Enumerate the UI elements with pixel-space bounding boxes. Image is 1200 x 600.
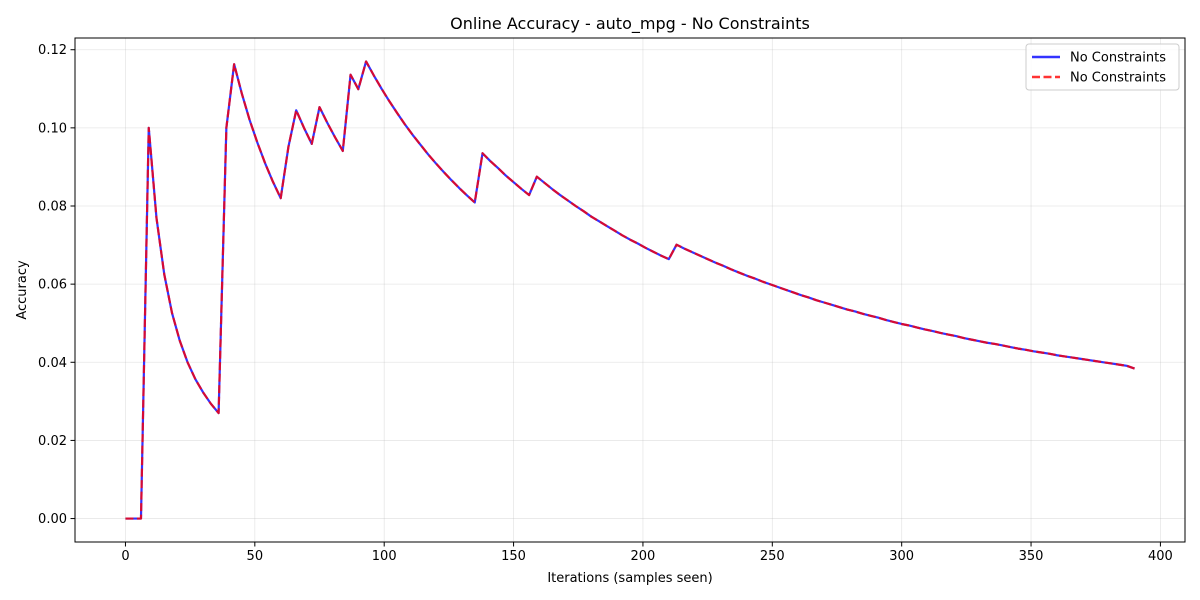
x-tick-label: 150 [501, 549, 526, 564]
y-tick-label: 0.00 [38, 512, 67, 527]
x-tick-label: 50 [247, 549, 264, 564]
y-tick-label: 0.04 [38, 356, 67, 371]
x-tick-label: 300 [889, 549, 914, 564]
y-axis-label: Accuracy [15, 260, 30, 320]
x-tick-label: 400 [1148, 549, 1173, 564]
y-tick-label: 0.08 [38, 200, 67, 215]
x-tick-label: 250 [760, 549, 785, 564]
grid [75, 38, 1185, 542]
series-lines [125, 60, 1135, 520]
x-tick-label: 100 [372, 549, 397, 564]
legend-label-1: No Constraints [1070, 51, 1166, 66]
series-line-solid [125, 60, 1135, 520]
axis-ticks: 0 50 100 150 200 250 300 350 400 0.00 0.02 0.04 0.06… [38, 43, 1173, 564]
y-tick-label: 0.02 [38, 434, 67, 449]
plot-area-frame [74, 37, 1186, 543]
legend: No Constraints No Constraints [1025, 43, 1180, 91]
x-tick-label: 200 [631, 549, 656, 564]
series-line-dashed [125, 60, 1135, 520]
y-tick-label: 0.10 [38, 121, 67, 136]
legend-box [1025, 43, 1180, 91]
x-tick-label: 0 [121, 549, 129, 564]
legend-label-2: No Constraints [1070, 71, 1166, 86]
x-axis-label: Iterations (samples seen) [547, 571, 712, 586]
x-tick-label: 350 [1019, 549, 1044, 564]
chart-title: Online Accuracy - auto_mpg - No Constrai… [450, 14, 810, 34]
y-tick-label: 0.06 [38, 278, 67, 293]
y-tick-label: 0.12 [38, 43, 67, 58]
